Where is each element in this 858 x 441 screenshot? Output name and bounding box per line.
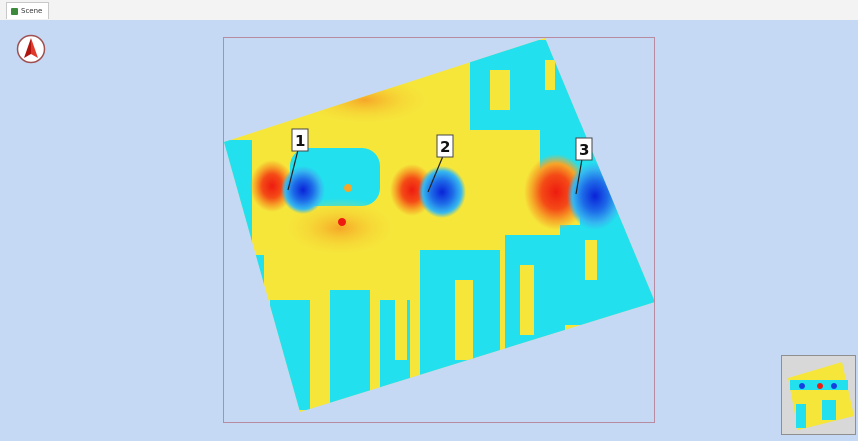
status-bar bbox=[0, 435, 858, 441]
marker-3[interactable]: 3 bbox=[575, 137, 593, 195]
marker-1-label: 1 bbox=[295, 132, 305, 150]
tab-scene[interactable]: Scene bbox=[6, 2, 50, 19]
tab-scene-label: Scene bbox=[21, 7, 43, 15]
overview-map[interactable] bbox=[781, 355, 856, 435]
map-tab-icon bbox=[11, 7, 18, 15]
north-arrow-icon bbox=[16, 34, 46, 64]
marker-2[interactable]: 2 bbox=[427, 134, 454, 193]
marker-3-label: 3 bbox=[579, 141, 589, 159]
overview-thumbnail bbox=[782, 356, 855, 434]
data-extent-frame bbox=[223, 37, 655, 423]
marker-2-label: 2 bbox=[440, 138, 450, 156]
marker-1[interactable]: 1 bbox=[287, 128, 309, 191]
